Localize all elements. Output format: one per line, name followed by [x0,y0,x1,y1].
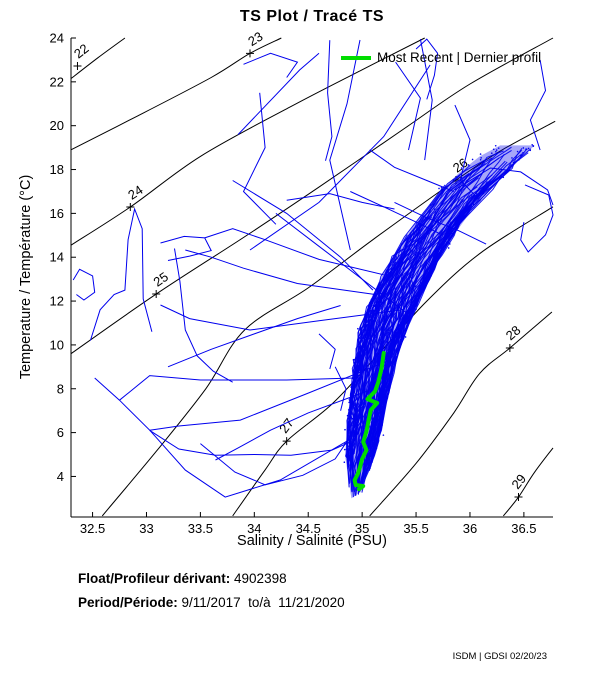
y-tick-label: 6 [57,425,64,440]
x-axis-label: Salinity / Salinité (PSU) [237,533,387,549]
contour-label-23: 23 [245,29,265,49]
density-contours [70,37,556,517]
profile-line [325,40,333,161]
x-tick-label: 35 [355,521,369,536]
profile-line [167,305,341,368]
y-tick-label: 24 [50,31,64,46]
y-tick-label: 8 [57,381,64,396]
contour-line-29 [503,447,554,517]
y-tick-label: 12 [50,294,64,309]
profile-line [174,248,233,383]
contour-line-23 [70,37,282,151]
profile-line [160,235,212,261]
profile-line [329,39,361,251]
profile-line [454,167,554,206]
contour-label-plus-icon [126,203,135,212]
x-tick-label: 34 [247,521,261,536]
axes [70,37,553,518]
y-axis-label: Temperature / Température (°C) [18,174,34,380]
y-tick-label: 18 [50,162,64,177]
profile-line [520,184,554,253]
legend-label: Most Recent | Dernier profil [377,50,542,65]
contour-label-28: 28 [503,322,524,343]
profile-line [454,104,476,197]
most-recent-line-swatch-icon [341,55,371,60]
profile-line [160,304,400,331]
contour-label-plus-icon [505,343,514,352]
y-tick-label: 4 [57,469,64,484]
contour-line-22 [70,37,126,79]
contour-label-24: 24 [125,182,145,202]
period-line: Period/Période: 9/11/2017 to/à 11/21/202… [78,591,345,615]
profile-line [394,201,487,245]
profile-line [242,92,277,225]
profile-line [369,149,454,192]
footer-info: Float/Profileur dérivant: 4902398 Period… [78,567,345,615]
x-tick-label: 34.5 [296,521,321,536]
profile-line [415,38,439,100]
y-tick-label: 14 [50,250,64,265]
contour-label-plus-icon [514,493,523,502]
profile-line [232,180,374,291]
x-tick-label: 36.5 [511,521,536,536]
x-tick-label: 33.5 [188,521,213,536]
contour-label-29: 29 [508,471,529,492]
x-tick-label: 33 [139,521,153,536]
contour-line-24 [70,37,425,246]
profile-line [149,359,391,431]
y-tick-label: 20 [50,118,64,133]
float-id-line: Float/Profileur dérivant: 4902398 [78,567,345,591]
credit-line: ISDM | GDSI 02/20/23 [452,651,547,662]
contour-label-plus-icon [152,290,161,299]
profile-line [286,193,395,210]
most-recent-line [352,351,386,492]
profile-line [89,207,153,341]
profile-line [419,39,433,161]
float-id-label: Float/Profileur dérivant: [78,571,231,586]
contour-label-plus-icon [282,437,291,446]
profile-line [318,333,336,370]
profile-line [215,389,370,461]
float-id-value: 4902398 [230,571,287,586]
profile-line [395,61,421,151]
contour-line-28 [369,311,553,517]
profile-line [72,268,96,301]
x-tick-label: 32.5 [80,521,105,536]
profile-lines [72,38,554,498]
period-value: 9/11/2017 to/à 11/21/2020 [177,595,345,610]
legend: Most Recent | Dernier profil [341,50,541,65]
period-label: Period/Période: [78,595,178,610]
x-tick-label: 35.5 [403,521,428,536]
page-title: TS Plot / Tracé TS [239,8,385,25]
profile-line [237,52,320,135]
contour-label-plus-icon [245,49,254,58]
profile-line [185,249,376,295]
profile-line [334,366,347,411]
contour-label-plus-icon [73,62,82,71]
contour-label-22: 22 [71,41,92,62]
tick-labels: 32.5 33 33.5 34 34.5 35 35.5 36 36.5 4 6 8 10 12 14 16 1… [50,31,537,537]
profile-line [529,59,547,151]
profile-line [149,429,352,456]
dense-band [343,143,535,499]
x-tick-label: 36 [463,521,477,536]
profile-line [243,52,299,78]
profile-line [200,434,352,486]
y-tick-label: 10 [50,337,64,352]
profile-line [249,64,431,251]
profile-line [119,375,363,401]
contour-label-25: 25 [151,269,171,290]
y-tick-label: 16 [50,206,64,221]
y-tick-label: 22 [50,74,64,89]
